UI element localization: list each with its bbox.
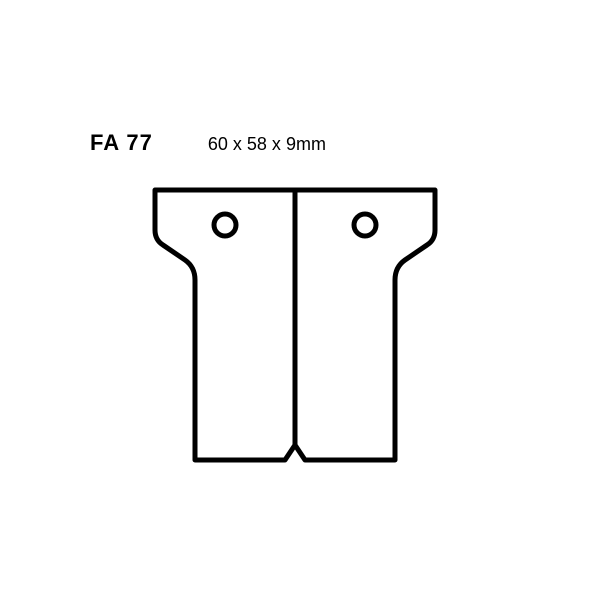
product-header: FA 77 60 x 58 x 9mm <box>90 130 326 156</box>
brake-pad-diagram <box>145 180 445 470</box>
dimensions-label: 60 x 58 x 9mm <box>208 134 326 155</box>
part-number-label: FA 77 <box>90 130 153 156</box>
brake-pad-outline-svg <box>145 180 445 470</box>
mounting-hole-left <box>214 214 236 236</box>
mounting-hole-right <box>354 214 376 236</box>
